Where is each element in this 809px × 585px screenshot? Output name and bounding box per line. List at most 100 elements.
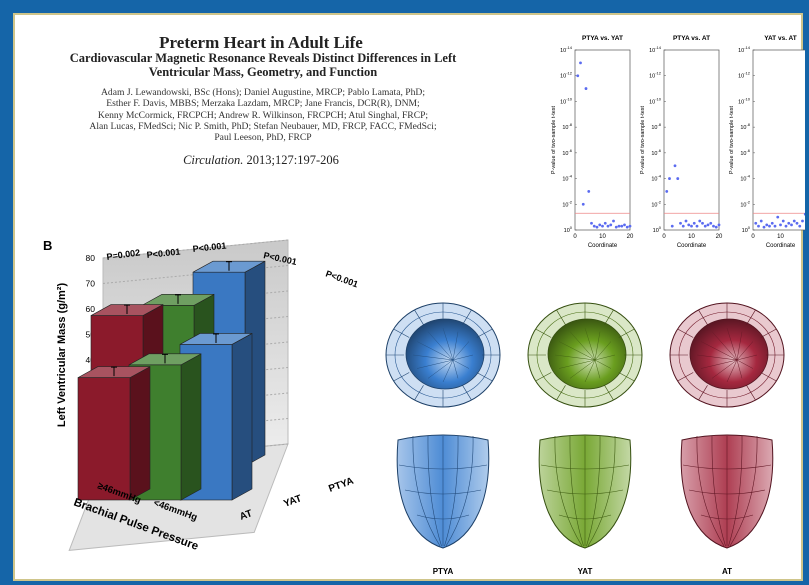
y-tick-label: 10-8 <box>740 122 750 131</box>
mesh-line <box>698 309 708 325</box>
mesh-line <box>696 354 738 361</box>
cavity <box>547 318 627 390</box>
scatter-point <box>587 190 591 193</box>
mesh-line <box>452 359 470 369</box>
mesh-line <box>393 328 410 338</box>
bar-side <box>180 353 202 501</box>
mesh-line <box>736 341 754 361</box>
scatter-axes <box>752 49 805 231</box>
scatter-point <box>612 219 615 223</box>
mesh-line <box>688 489 766 495</box>
mesh-line <box>569 331 596 361</box>
scatter-axes <box>663 49 720 231</box>
scatter-point <box>603 221 607 225</box>
x-axis-label: Coordinate <box>766 243 796 249</box>
mesh-line <box>445 435 474 547</box>
scatter-point <box>768 224 771 228</box>
mesh-line <box>442 359 454 383</box>
y-tick-label: 10-12 <box>560 71 573 80</box>
mesh-line <box>594 331 601 361</box>
scatter-point <box>576 74 580 78</box>
mesh-line <box>760 372 777 382</box>
scatter-point <box>673 164 677 168</box>
y-tick-label: 50 <box>86 330 96 340</box>
mesh-line <box>540 464 630 470</box>
y-tick-label: 10-4 <box>562 174 572 183</box>
mesh-line <box>711 331 738 361</box>
mesh-line <box>584 359 596 383</box>
scatter-point <box>692 221 696 225</box>
mesh-line <box>554 354 596 361</box>
author-list: Adam J. Lewandowski, BSc (Hons); Daniel … <box>45 87 481 143</box>
mesh-line <box>736 331 743 361</box>
subtitle-line: Ventricular Mass, Geometry, and Function <box>148 65 378 79</box>
scatter-point <box>609 223 613 227</box>
scatter-point <box>601 224 604 228</box>
mesh-line <box>452 341 470 361</box>
scatter-point <box>784 224 788 228</box>
mesh-line <box>604 385 614 401</box>
y-tick-label: 10-6 <box>740 148 750 157</box>
mesh-line <box>558 514 612 520</box>
slide: Preterm Heart in Adult Life Cardiovascul… <box>13 13 805 581</box>
scatter-point <box>795 221 799 225</box>
scatter-point <box>687 223 691 227</box>
scatter-point <box>757 224 760 228</box>
scatter-point <box>590 221 593 225</box>
scatter-point <box>787 221 791 225</box>
author-line: Esther F. Davis, MBBS; Merzaka Lazdam, M… <box>106 98 420 110</box>
scatter-point <box>754 221 758 225</box>
ventricle-side-view-PTYA <box>396 434 490 549</box>
ventricle-3d-models: PTYA YAT AT <box>385 302 785 576</box>
mesh-line <box>677 372 694 382</box>
mesh-line <box>594 354 616 361</box>
y-tick-label: 10-10 <box>649 96 662 105</box>
mesh-line <box>452 331 459 361</box>
scatter-point <box>779 223 782 227</box>
author-line: Alan Lucas, FMedSci; Nic P. Smith, PhD; … <box>89 120 437 132</box>
y-tick-label: 80 <box>86 253 96 263</box>
mesh-line <box>594 341 612 361</box>
y-tick-label: 10-14 <box>649 45 662 54</box>
scatter-title: PTYA vs. AT <box>673 35 710 42</box>
ventricle-side-view-YAT <box>538 434 632 549</box>
mesh-line <box>618 328 635 338</box>
mesh-line <box>587 435 616 547</box>
panel-label: B <box>43 238 52 253</box>
journal-name: Circulation. <box>183 153 244 167</box>
p-value-label: P<0.001 <box>324 268 359 289</box>
ventricle-top-view-PTYA <box>385 302 501 408</box>
mesh-line <box>736 359 754 369</box>
scatter-point <box>614 225 618 229</box>
scatter-point <box>595 225 599 229</box>
paper-title: Preterm Heart in Adult Life <box>159 33 363 52</box>
ventricle-top-view-YAT <box>527 302 643 408</box>
y-tick-label: 100 <box>653 225 662 234</box>
scatter-panel: PTYA vs. AT10010-210-410-610-810-1010-12… <box>640 35 723 249</box>
mesh-line <box>427 359 454 379</box>
mesh-line <box>736 354 758 361</box>
paper-subtitle: Cardiovascular Magnetic Resonance Reveal… <box>33 51 493 79</box>
mesh-line <box>412 435 441 547</box>
y-gridline <box>102 239 289 259</box>
x-tick-label: 0 <box>573 234 577 240</box>
scatter-point <box>770 221 774 225</box>
y-axis-label: P-value of two-sample t-test <box>551 105 557 174</box>
scatter-point <box>598 223 602 227</box>
scatter-point <box>617 224 621 228</box>
scatter-point <box>706 223 710 227</box>
mesh-line <box>682 464 772 470</box>
model-label-AT: AT <box>722 567 732 576</box>
mesh-line <box>569 435 584 547</box>
mesh-line <box>677 328 694 338</box>
mesh-line <box>416 359 454 369</box>
scatter-point <box>628 224 632 228</box>
mesh-line <box>556 309 566 325</box>
mesh-line <box>412 354 454 361</box>
model-label-YAT: YAT <box>578 567 593 576</box>
scatter-point <box>801 219 804 223</box>
mesh-line <box>604 309 614 325</box>
scatter-point <box>670 224 674 228</box>
y-tick-label: 10-8 <box>651 122 661 131</box>
y-tick-label: 10-14 <box>738 45 751 54</box>
